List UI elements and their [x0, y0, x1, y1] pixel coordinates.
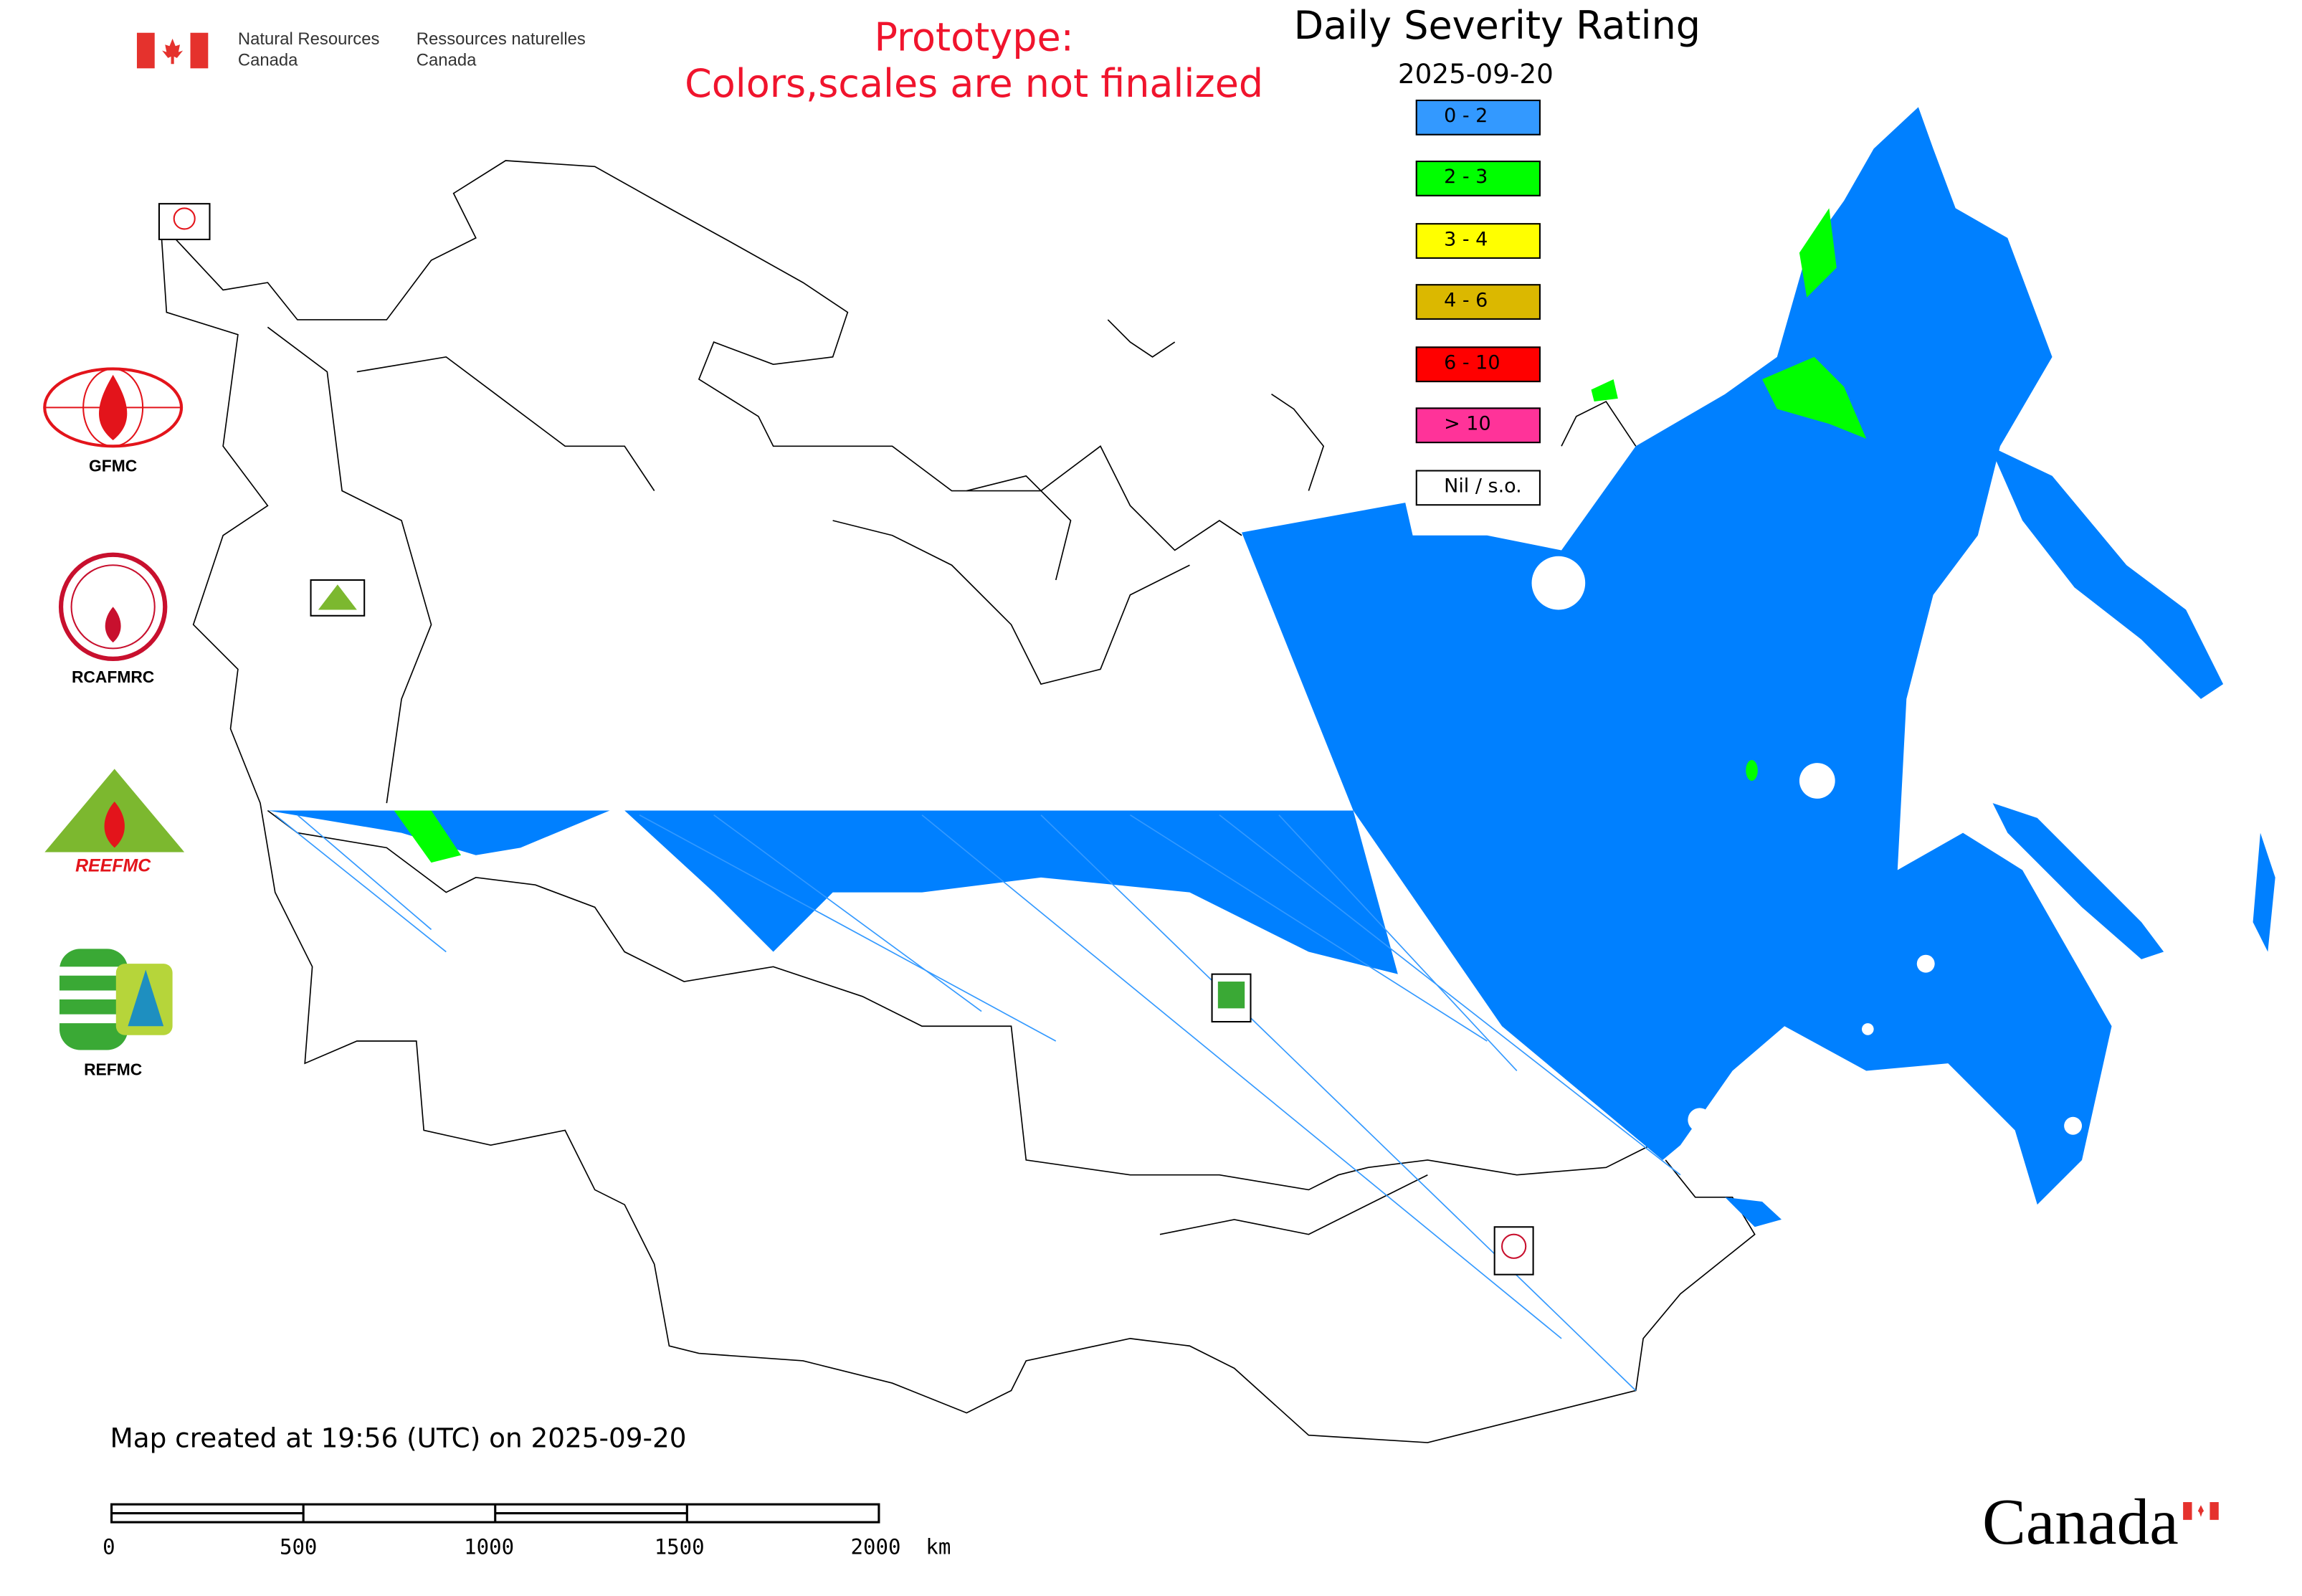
diagonal-swath-artifacts — [275, 814, 1681, 1392]
legend-item-2-3: 2 - 3 — [1415, 161, 1541, 196]
legend-item-4-6: 4 - 6 — [1415, 284, 1541, 320]
nodata-holes — [1531, 556, 2083, 1135]
wordmark-flag-icon — [2183, 1502, 2219, 1520]
prototype-line1: Prototype: — [874, 16, 1074, 62]
map-date: 2025-09-20 — [1397, 59, 1554, 91]
agency-name-fr: Ressources naturelles Canada — [417, 29, 586, 71]
marker-gfmc-icon — [173, 207, 196, 230]
scale-tick-500: 500 — [279, 1536, 318, 1560]
refmc-label: REFMC — [84, 1062, 143, 1080]
marker-gfmc — [158, 203, 211, 240]
legend-item-gt-10: > 10 — [1415, 407, 1541, 444]
legend-item-6-10: 6 - 10 — [1415, 346, 1541, 383]
agency-name-en: Natural Resources Canada — [238, 29, 380, 71]
scale-tick-1500: 1500 — [654, 1536, 705, 1560]
agency-fr-line2: Canada — [416, 52, 477, 70]
prototype-line2: Colors,scales are not finalized — [685, 62, 1264, 108]
prototype-notice: Prototype: Colors,scales are not finaliz… — [655, 16, 1294, 109]
scale-tick-0: 0 — [103, 1536, 115, 1560]
refmc-logo: REFMC — [39, 946, 187, 1080]
dsr-0-2-region — [267, 107, 2275, 1227]
agency-en-line2: Canada — [237, 52, 298, 70]
marker-rcafmrc-icon — [1501, 1233, 1527, 1259]
marker-refmc-icon — [1217, 982, 1245, 1009]
scale-tick-1000: 1000 — [464, 1536, 515, 1560]
reefmc-label: REEFMC — [75, 855, 151, 876]
canada-wordmark: Canada — [1982, 1486, 2179, 1559]
reefmc-logo: REEFMC — [38, 766, 191, 876]
gfmc-label: GFMC — [89, 457, 138, 476]
map-title: Daily Severity Rating — [1293, 4, 1701, 49]
canada-flag-icon — [136, 32, 209, 69]
gfmc-logo: GFMC — [39, 363, 187, 476]
legend-item-0-2: 0 - 2 — [1415, 99, 1541, 136]
rcafmrc-label: RCAFMRC — [71, 669, 155, 688]
scale-tick-2000: 2000 km — [850, 1536, 951, 1560]
rcafmrc-logo: RCAFMRC — [39, 550, 187, 687]
agency-fr-line1: Ressources naturelles — [416, 31, 586, 49]
map-created-text: Map created at 19:56 (UTC) on 2025-09-20 — [110, 1423, 687, 1455]
legend-item-3-4: 3 - 4 — [1415, 223, 1541, 259]
map-markers — [158, 203, 1534, 1276]
agency-en-line1: Natural Resources — [237, 31, 380, 49]
legend-item-nil: Nil / s.o. — [1415, 470, 1541, 506]
country-borders — [160, 160, 1756, 1443]
dsr-2-3-region — [394, 208, 1867, 863]
scale-bar — [110, 1503, 880, 1524]
marker-reefmc-icon — [318, 584, 357, 610]
